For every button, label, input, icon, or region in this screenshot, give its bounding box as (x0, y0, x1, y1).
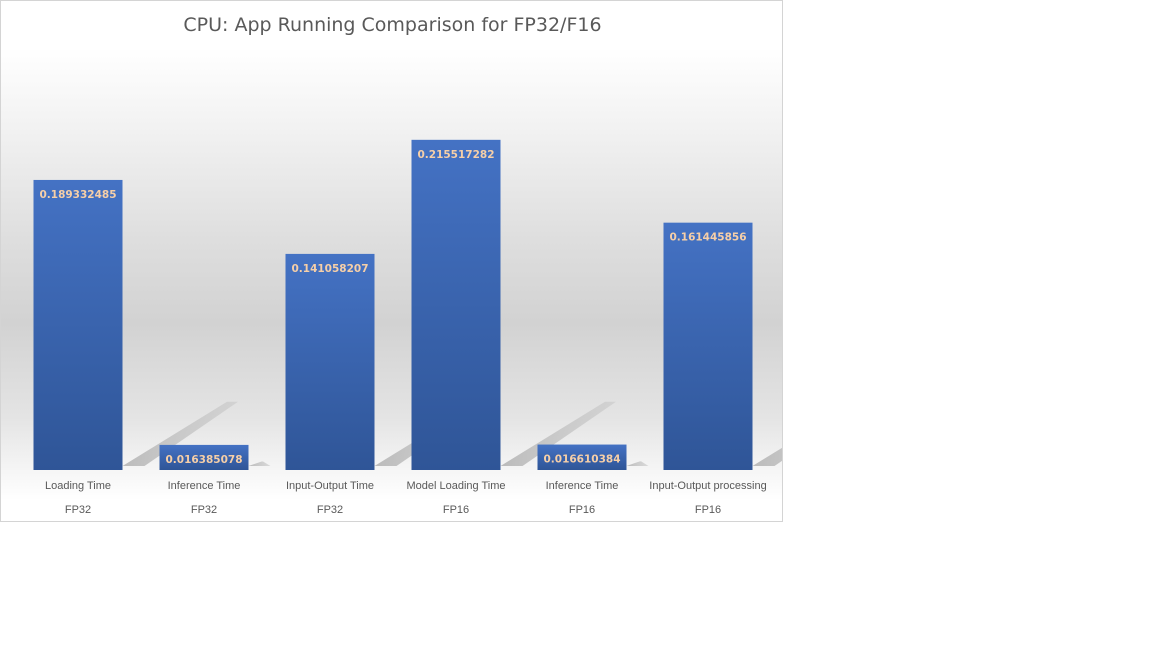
category-label: Input-Output processing (649, 480, 766, 492)
category-label: Model Loading Time (406, 480, 505, 492)
group-label: FP32 (317, 504, 343, 516)
bar-shadow (626, 461, 649, 466)
category-label: Input-Output Time (286, 480, 374, 492)
bar (411, 139, 501, 471)
bar (663, 222, 753, 470)
category-label: Inference Time (546, 480, 619, 492)
data-label: 0.016610384 (543, 454, 620, 466)
group-label: FP16 (443, 504, 469, 516)
data-label: 0.189332485 (39, 189, 116, 201)
category-label: Loading Time (45, 480, 111, 492)
bar-shadow (248, 461, 271, 466)
bar-shadow (500, 401, 616, 466)
data-label: 0.161445856 (669, 232, 746, 244)
bar (537, 444, 627, 470)
bar (159, 444, 249, 470)
chart-area: CPU: App Running Comparison for FP32/F16… (0, 0, 783, 522)
bar-shadow (122, 401, 238, 466)
bar-shadow (752, 447, 782, 466)
category-label: Inference Time (168, 480, 241, 492)
group-label: FP32 (65, 504, 91, 516)
group-label: FP32 (191, 504, 217, 516)
data-label: 0.016385078 (165, 454, 242, 466)
chart-title: CPU: App Running Comparison for FP32/F16 (183, 14, 602, 36)
data-label: 0.215517282 (417, 149, 494, 161)
group-label: FP16 (569, 504, 595, 516)
data-label: 0.141058207 (291, 263, 368, 275)
bar (285, 253, 375, 470)
group-label: FP16 (695, 504, 721, 516)
bar-chart: 0.189332485 0.016385078 0.141058207 0.21551… (33, 139, 782, 516)
bar (33, 179, 123, 470)
